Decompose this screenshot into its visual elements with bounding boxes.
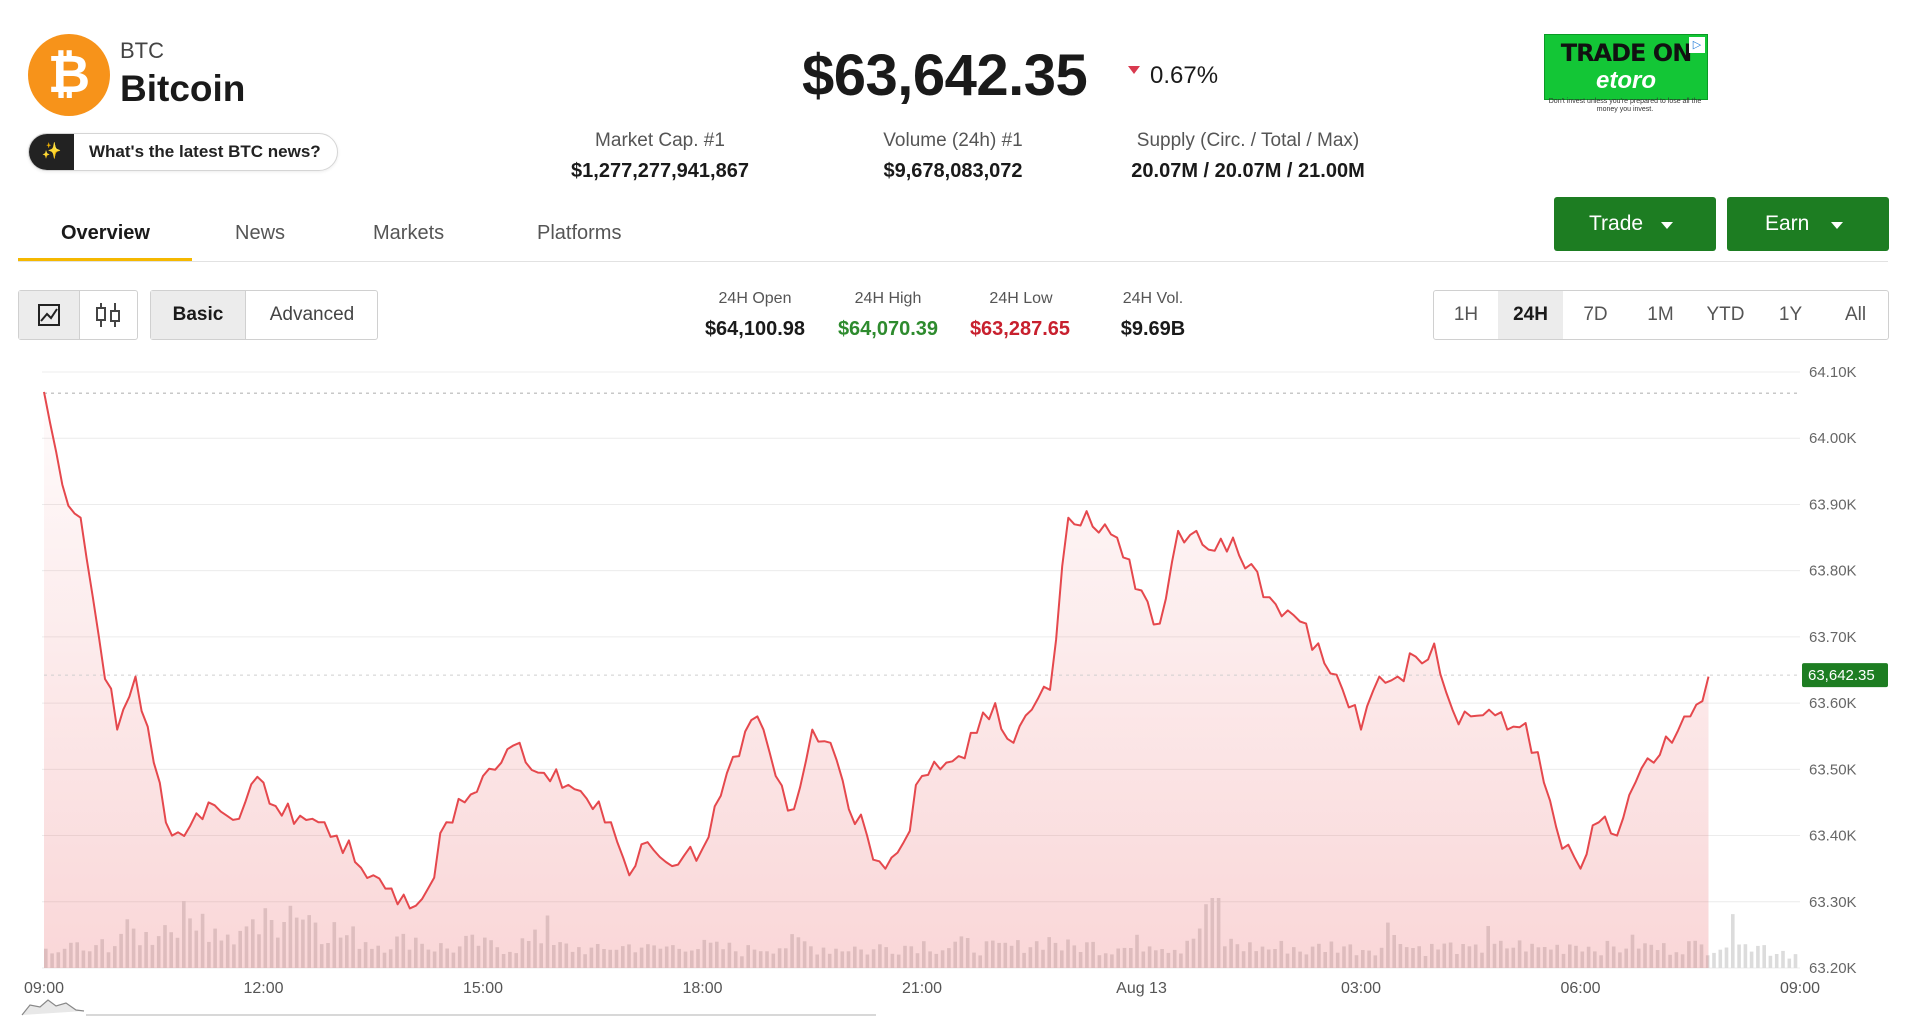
trade-label: Trade [1589, 212, 1644, 235]
candlestick-chart-button[interactable] [79, 291, 137, 339]
coin-symbol: BTC [120, 38, 164, 63]
time-range-selector: 1H 24H 7D 1M YTD 1Y All [1433, 290, 1889, 340]
volume-bar [1774, 954, 1779, 968]
range-1m-button[interactable]: 1M [1647, 304, 1674, 325]
bitcoin-glyph: ₿ [47, 45, 91, 105]
high-value: $64,070.39 [837, 318, 939, 340]
price-area [44, 391, 1709, 968]
y-tick-label: 63.50K [1809, 761, 1857, 778]
x-tick-label: 21:00 [902, 980, 942, 997]
x-tick-label: 09:00 [24, 980, 64, 997]
ad-disclaimer: Don't invest unless you're prepared to l… [1548, 98, 1702, 113]
volume-bar [1712, 952, 1716, 968]
advanced-mode-button[interactable]: Advanced [269, 304, 355, 325]
volume-24h-label: 24H Vol. [1122, 290, 1184, 307]
volume-value: $9,678,083,072 [883, 160, 1023, 182]
x-axis: 09:00 12:00 15:00 18:00 21:00 Aug 13 03:00 06:0… [24, 980, 1820, 997]
market-cap-label: Market Cap. #1 [595, 130, 725, 151]
trade-button[interactable]: Trade [1554, 197, 1716, 251]
range-all-button[interactable]: All [1844, 304, 1867, 325]
x-tick-label: 06:00 [1560, 980, 1600, 997]
coin-name: Bitcoin [120, 68, 246, 109]
volume-24h-value: $9.69B [1120, 318, 1186, 340]
open-value: $64,100.98 [704, 318, 806, 340]
x-tick-label: 12:00 [243, 980, 283, 997]
range-7d-button[interactable]: 7D [1583, 304, 1608, 325]
y-tick-label: 63.80K [1809, 563, 1857, 580]
y-tick-label: 63.70K [1809, 629, 1857, 646]
current-price-tag-text: 63,642.35 [1808, 667, 1875, 684]
tab-news[interactable]: News [235, 222, 286, 244]
volume-label: Volume (24h) #1 [883, 130, 1023, 151]
chevron-down-icon [1661, 222, 1673, 229]
volume-bar [1749, 951, 1754, 968]
y-tick-label: 63.90K [1809, 496, 1857, 513]
x-tick-label: 03:00 [1341, 980, 1381, 997]
y-tick-label: 63.20K [1809, 960, 1857, 977]
basic-mode-button[interactable]: Basic [151, 291, 246, 339]
y-tick-label: 63.60K [1809, 695, 1857, 712]
ad-headline: TRADE ON [1560, 39, 1693, 67]
volume-bar [1724, 947, 1729, 968]
tab-markets[interactable]: Markets [373, 222, 445, 244]
supply-value: 20.07M / 20.07M / 21.00M [1131, 160, 1365, 182]
sparkle-icon: ✨ [29, 134, 74, 170]
ad-brand: etoro [1596, 67, 1656, 94]
chevron-down-icon [1831, 222, 1843, 229]
y-axis: 64.10K 64.00K 63.90K 63.80K 63.70K 63.60K 63.5… [1809, 364, 1857, 977]
tabs-divider [18, 261, 1888, 262]
volume-bar [1768, 955, 1773, 968]
high-label: 24H High [854, 290, 922, 307]
tab-overview[interactable]: Overview [61, 222, 150, 244]
volume-bar [1781, 950, 1785, 968]
range-ytd-button[interactable]: YTD [1706, 304, 1745, 325]
earn-label: Earn [1765, 212, 1810, 235]
range-1y-button[interactable]: 1Y [1778, 304, 1803, 325]
current-price-tag: 63,642.35 [1802, 663, 1888, 688]
line-chart-button[interactable] [19, 291, 80, 339]
active-tab-indicator [18, 258, 192, 261]
current-price: $63,642.35 [802, 43, 1088, 108]
volume-bar [1793, 954, 1798, 968]
y-tick-label: 64.00K [1809, 430, 1857, 447]
y-tick-label: 63.40K [1809, 828, 1857, 845]
x-tick-label: 09:00 [1780, 980, 1820, 997]
volume-bar [1718, 949, 1723, 968]
y-tick-label: 64.10K [1809, 364, 1857, 381]
earn-button[interactable]: Earn [1727, 197, 1889, 251]
navigator-preview[interactable] [21, 999, 876, 1016]
price-change-percent: 0.67% [1150, 62, 1219, 89]
y-tick-label: 63.30K [1809, 894, 1857, 911]
x-tick-label: 18:00 [682, 980, 722, 997]
chart-mode-toggle: Basic Advanced [150, 290, 378, 340]
volume-bar [1762, 945, 1766, 968]
x-tick-label: 15:00 [463, 980, 503, 997]
price-chart[interactable]: 64.10K 64.00K 63.90K 63.80K 63.70K 63.60K 63.5… [0, 360, 1920, 1020]
etoro-ad-banner[interactable]: TRADE ON etoro ▷ [1544, 34, 1708, 100]
volume-bar [1756, 945, 1760, 968]
open-label: 24H Open [718, 290, 792, 307]
line-chart-icon [38, 304, 60, 326]
supply-label: Supply (Circ. / Total / Max) [1136, 130, 1360, 151]
volume-bar [1731, 914, 1735, 968]
chart-type-toggle [18, 290, 138, 340]
low-label: 24H Low [989, 290, 1053, 307]
market-cap-value: $1,277,277,941,867 [571, 160, 749, 182]
volume-bar [1743, 944, 1748, 968]
volume-bar [1737, 944, 1741, 968]
latest-news-label: What's the latest BTC news? [89, 142, 321, 161]
down-arrow-icon [1128, 66, 1140, 74]
candlestick-icon [96, 303, 120, 327]
x-tick-label: Aug 13 [1116, 980, 1167, 997]
bitcoin-logo-icon: ₿ [28, 34, 110, 116]
price-line [43, 391, 1710, 910]
adchoices-icon[interactable]: ▷ [1689, 37, 1705, 53]
range-24h-button[interactable]: 24H [1498, 291, 1563, 339]
low-value: $63,287.65 [969, 318, 1071, 340]
latest-news-button[interactable]: ✨ What's the latest BTC news? [28, 133, 338, 171]
range-1h-button[interactable]: 1H [1453, 304, 1479, 325]
volume-bar [1787, 958, 1792, 968]
tab-platforms[interactable]: Platforms [537, 222, 622, 244]
